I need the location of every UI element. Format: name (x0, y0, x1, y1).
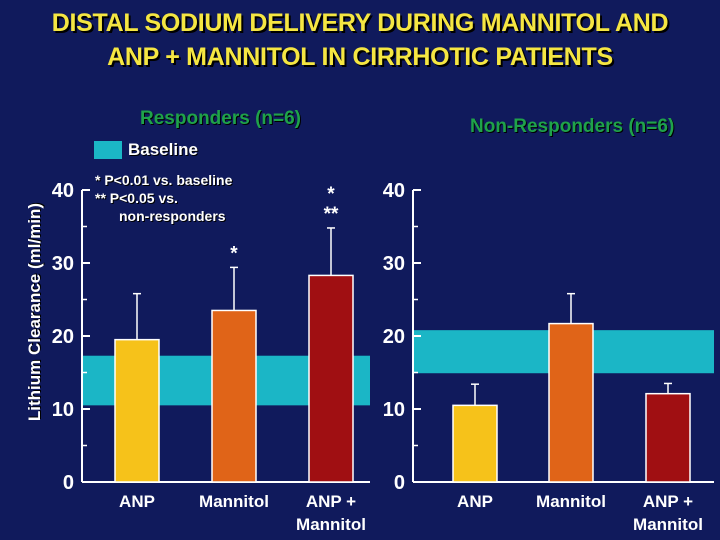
y-tick-label: 40 (383, 180, 405, 202)
bar (548, 322, 594, 483)
significance-mark: * (230, 243, 238, 264)
y-tick-label: 20 (383, 326, 405, 348)
significance-mark: * (327, 184, 335, 205)
chart-title: DISTAL SODIUM DELIVERY DURING MANNITOL A… (0, 6, 720, 74)
y-tick-label: 10 (52, 399, 74, 421)
title-line-2: ANP + MANNITOL IN CIRRHOTIC PATIENTS (107, 43, 613, 71)
category-label: ANP + (306, 492, 356, 511)
y-tick-label: 0 (63, 472, 74, 494)
bar (308, 274, 354, 483)
bar (645, 392, 691, 483)
significance-mark: ** (324, 204, 339, 225)
y-tick-label: 40 (52, 180, 74, 202)
category-label: Mannitol (199, 492, 269, 511)
note-line-3: non-responders (119, 208, 226, 224)
note-line-1: * P<0.01 vs. baseline (95, 172, 233, 188)
category-label: Mannitol (296, 515, 366, 534)
category-label: ANP + (643, 492, 693, 511)
bar (211, 309, 257, 483)
y-tick-label: 30 (52, 253, 74, 275)
right-panel-title: Non-Responders (n=6) (470, 116, 675, 137)
category-label: ANP (119, 492, 155, 511)
bar (452, 404, 498, 483)
y-tick-label: 0 (394, 472, 405, 494)
title-line-1: DISTAL SODIUM DELIVERY DURING MANNITOL A… (51, 9, 669, 37)
category-label: ANP (457, 492, 493, 511)
bar (114, 338, 160, 483)
legend-baseline-swatch (94, 141, 122, 159)
left-panel-title: Responders (n=6) (140, 108, 302, 129)
category-label: Mannitol (536, 492, 606, 511)
legend-baseline-label: Baseline (128, 140, 198, 159)
y-tick-label: 10 (383, 399, 405, 421)
y-tick-label: 30 (383, 253, 405, 275)
category-label: Mannitol (633, 515, 703, 534)
y-tick-label: 20 (52, 326, 74, 348)
note-line-2: ** P<0.05 vs. (95, 190, 178, 206)
